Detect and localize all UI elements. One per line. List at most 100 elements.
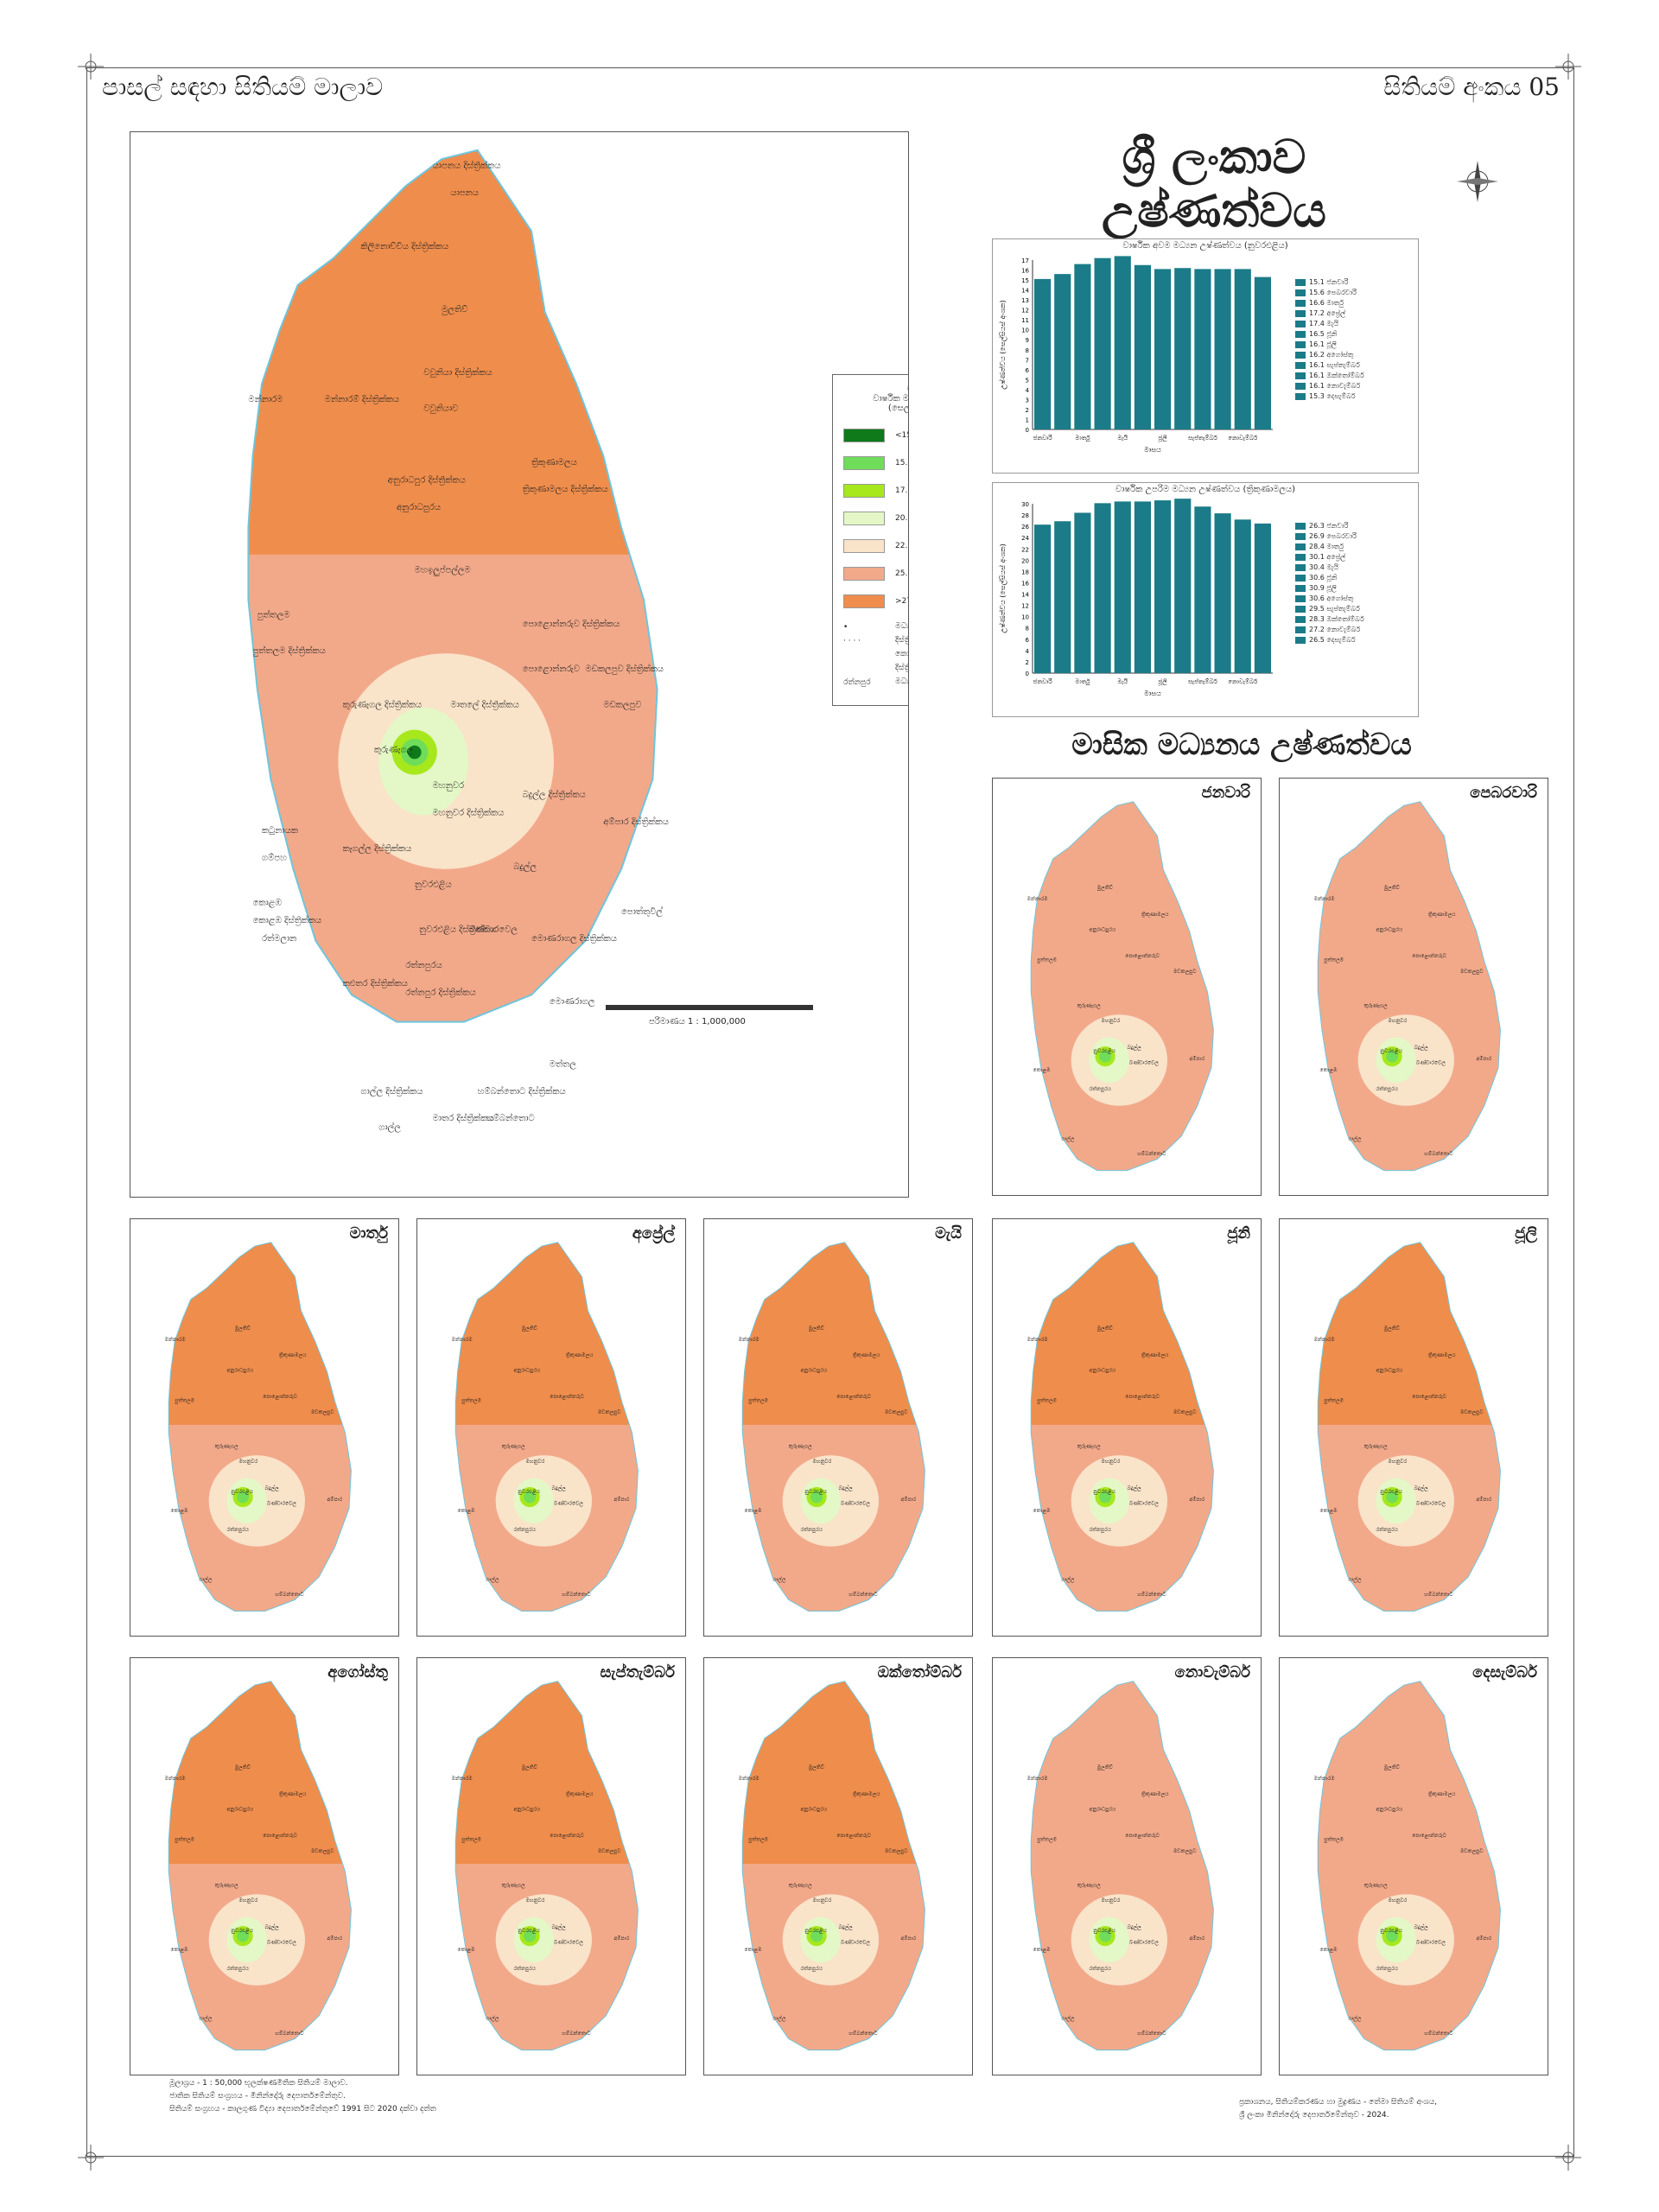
month-label: ජූනි xyxy=(1227,1224,1250,1243)
monthly-temperature-map: මන්නාරම මුලතිව් ත්‍රිකුණාමලය අනුරාධපුරය පොළො… xyxy=(165,1681,352,2051)
place-label: මුලතිව් xyxy=(1096,1764,1113,1771)
bar xyxy=(1254,276,1271,429)
value-list-item: 30.9 ජූලි xyxy=(1295,583,1364,594)
place-label: කොළඹ xyxy=(458,1508,476,1514)
value-list-item: 16.1 සැප්තැම්බර් xyxy=(1295,360,1364,371)
place-label: හම්බන්තොට xyxy=(275,2031,304,2037)
monthly-map-panel: මන්නාරම මුලතිව් ත්‍රිකුණාමලය අනුරාධපුරය පොළො… xyxy=(703,1218,973,1637)
legend-symbol-label: මධ්‍යස්ථානයේ නාම xyxy=(895,677,909,686)
place-label: රත්නපුරය xyxy=(227,1527,250,1534)
bar xyxy=(1154,500,1172,673)
place-label: බණ්ඩාරවෙල xyxy=(1416,1500,1446,1506)
value-list-label: 30.9 ජූලි xyxy=(1309,584,1337,592)
monthly-map-panel: මන්නාරම මුලතිව් ත්‍රිකුණාමලය අනුරාධපුරය පොළො… xyxy=(416,1657,686,2075)
place-label: මඩකලපුව දිස්ත්‍රික්කය xyxy=(585,663,664,674)
place-label: මහනුවර xyxy=(1388,1459,1407,1465)
y-tick-label: 6 xyxy=(1026,637,1030,644)
bar xyxy=(1034,278,1052,429)
place-label: පුත්තලම xyxy=(257,609,290,620)
place-label: නුවරඑළිය xyxy=(1093,1489,1116,1496)
value-list-item: 16.1 ජූලි xyxy=(1295,340,1364,350)
crop-mark-icon xyxy=(1555,2145,1581,2171)
monthly-temperature-map: මන්නාරම මුලතිව් ත්‍රිකුණාමලය අනුරාධපුරය පොළො… xyxy=(1314,801,1501,1172)
place-label: පුත්තලම xyxy=(175,1837,194,1844)
place-label: අම්පාර දිස්ත්‍රික්කය xyxy=(603,816,669,827)
place-label: නුවරඑළිය xyxy=(518,1928,541,1935)
value-list-item: 29.5 සැප්තැම්බර් xyxy=(1295,604,1364,614)
light-green-zone xyxy=(1099,1050,1112,1063)
warm-zone xyxy=(1318,1681,1501,2050)
y-tick-label: 22 xyxy=(1021,546,1029,553)
coastline xyxy=(1030,1242,1214,1612)
monthly-map-panel: මන්නාරම මුලතිව් ත්‍රිකුණාමලය අනුරාධපුරය පොළො… xyxy=(416,1218,686,1637)
place-label: අනුරාධපුරය xyxy=(1090,1367,1116,1374)
x-tick-label: ජූලි xyxy=(1158,435,1167,442)
place-label: මුලතිව් xyxy=(234,1325,251,1332)
bar xyxy=(1114,256,1131,429)
min-temp-value-list: 15.1 ජනවාරි 15.6 පෙබරවාරි 16.6 මාර්තු 17.2 … xyxy=(1295,277,1364,402)
place-label: බදුල්ල xyxy=(552,1924,567,1930)
bar xyxy=(1094,503,1111,673)
bar-swatch xyxy=(1295,278,1306,286)
place-label: හම්බන්තොට xyxy=(1137,1151,1166,1157)
bar-swatch xyxy=(1295,289,1306,296)
place-label: කොළඹ xyxy=(253,898,283,907)
month-label: මාර්තු xyxy=(349,1224,388,1243)
monthly-section-title: මාසික මධ්‍යනය උෂ්ණත්වය xyxy=(1071,728,1412,762)
bar xyxy=(1054,521,1071,673)
place-label: අම්පාර xyxy=(1190,1497,1205,1503)
place-label: මඩකලපුව xyxy=(603,701,641,710)
month-label: ඔක්තෝම්බර් xyxy=(877,1663,962,1681)
value-list-item: 16.1 නොවැම්බර් xyxy=(1295,381,1364,391)
monthly-temperature-map: මන්නාරම මුලතිව් ත්‍රිකුණාමලය අනුරාධපුරය පොළො… xyxy=(452,1242,639,1612)
y-tick-label: 11 xyxy=(1021,317,1029,324)
coastline xyxy=(741,1681,925,2051)
y-tick-label: 30 xyxy=(1021,501,1029,508)
place-label: අම්පාර xyxy=(614,1936,630,1942)
place-label: පොළොන්නරුව xyxy=(1125,953,1160,959)
place-label: මඩකලපුව xyxy=(598,1409,621,1416)
hot-zone xyxy=(742,1242,925,1425)
place-label: පොළොන්නරුව xyxy=(1125,1394,1160,1400)
legend-label: 17.5-20.0 xyxy=(895,486,908,495)
legend-unit: (සෙල්සියස් අංශක) xyxy=(887,404,909,413)
value-list-label: 17.2 අප්‍රේල් xyxy=(1309,309,1346,317)
monthly-temperature-map: මන්නාරම මුලතිව් ත්‍රිකුණාමලය අනුරාධපුරය පොළො… xyxy=(739,1242,925,1612)
place-label: ත්‍රිකුණාමලය xyxy=(1141,1352,1169,1359)
place-label: අම්පාර xyxy=(1477,1936,1492,1942)
light-green-zone xyxy=(524,1491,537,1503)
monthly-temperature-map: මන්නාරම මුලතිව් ත්‍රිකුණාමලය අනුරාධපුරය පොළො… xyxy=(1027,1242,1214,1612)
place-label: කුරුණෑගල xyxy=(1077,1882,1102,1888)
place-label: අනුරාධපුරය xyxy=(514,1806,541,1813)
bar-swatch xyxy=(1295,574,1306,582)
place-label: බණ්ඩාරවෙල xyxy=(1129,1500,1159,1506)
place-label: අම්පාර xyxy=(1477,1056,1492,1062)
place-label: බණ්ඩාරවෙල xyxy=(554,1939,583,1945)
place-label: කොළඹ xyxy=(1033,1947,1052,1953)
place-label: ත්‍රිකුණාමලය xyxy=(1428,912,1456,918)
legend-row: 25.0-27.5 xyxy=(843,567,908,581)
bar xyxy=(1074,264,1091,429)
place-label: අනුරාධපුරය xyxy=(801,1806,828,1813)
place-label: කොළඹ xyxy=(745,1947,763,1953)
place-label: ගාල්ල xyxy=(486,2015,499,2021)
light-green-zone xyxy=(237,1491,250,1503)
legend-label: 22.5 - 25.0 xyxy=(895,542,908,550)
place-label: පුත්තලම xyxy=(748,1837,768,1844)
y-tick-label: 16 xyxy=(1021,580,1029,587)
map-title: ශ්‍රී ලංකාව උෂ්ණත්වය xyxy=(1028,130,1400,237)
place-label: මන්නාරම xyxy=(1314,1337,1336,1343)
place-label: මුලතිව් xyxy=(1096,1325,1113,1332)
place-label: කුරුණෑගල xyxy=(215,1443,239,1449)
place-label: පොළොන්නරුව xyxy=(550,1833,585,1839)
place-label: පුත්තලම xyxy=(461,1398,481,1405)
place-label: පොත්තුවිල් xyxy=(621,906,663,917)
x-tick-label: මැයි xyxy=(1117,435,1128,442)
place-label: බදුල්ල xyxy=(552,1485,567,1491)
x-tick-label: නොවැම්බර් xyxy=(1228,435,1258,442)
value-list-item: 30.6 ජූනි xyxy=(1295,573,1364,583)
y-tick-label: 9 xyxy=(1026,337,1029,344)
y-tick-label: 7 xyxy=(1026,357,1029,364)
bar-swatch xyxy=(1295,563,1306,571)
